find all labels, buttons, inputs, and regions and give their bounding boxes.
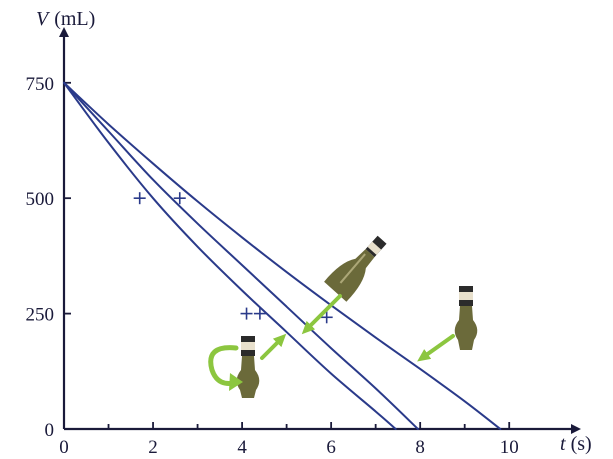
y-axis-unit: (mL): [54, 8, 95, 30]
x-tick-label: 6: [326, 437, 336, 458]
axis-labels: V (mL) t (s): [36, 8, 592, 455]
x-tick-label: 10: [500, 437, 519, 458]
swirl-bottle-icon: [236, 336, 260, 398]
y-axis-symbol: V: [36, 8, 51, 30]
plus-marker: [133, 192, 146, 205]
tilted-bottle-icon: [324, 235, 387, 302]
x-axis-label: t (s): [560, 433, 592, 455]
y-tick-label: 500: [26, 189, 55, 210]
upright-bottle-icon: [454, 286, 478, 350]
markers: [133, 192, 333, 324]
upright-arrow: [417, 334, 455, 362]
ticks: [64, 81, 511, 429]
x-tick-label: 4: [237, 437, 247, 458]
series-line-swirled: [63, 81, 397, 430]
tick-labels: 0 2 4 6 8 10 0 250 500 750: [26, 74, 519, 458]
swirl-arrow-icon: [208, 345, 241, 386]
x-axis-unit: (s): [571, 433, 592, 455]
plus-marker: [240, 307, 253, 320]
tilted-arrow: [301, 294, 342, 335]
x-tick-label: 2: [148, 437, 158, 458]
series-line-tilted: [63, 81, 419, 430]
curves: [63, 81, 502, 430]
series-line-upright: [63, 81, 502, 430]
y-axis-label: V (mL): [36, 8, 95, 30]
swirl-arrow-head: [229, 373, 243, 391]
y-tick-label: 0: [45, 420, 55, 441]
x-axis-symbol: t: [560, 433, 566, 455]
plus-marker: [253, 307, 266, 320]
y-tick-label: 750: [26, 74, 55, 95]
x-tick-label: 0: [59, 437, 69, 458]
swirl-arrow: [260, 333, 287, 360]
axes: [59, 27, 581, 434]
x-tick-label: 8: [415, 437, 425, 458]
annotations: [208, 235, 478, 398]
plus-marker: [173, 192, 186, 205]
plus-marker: [320, 311, 333, 324]
y-tick-label: 250: [26, 305, 55, 326]
